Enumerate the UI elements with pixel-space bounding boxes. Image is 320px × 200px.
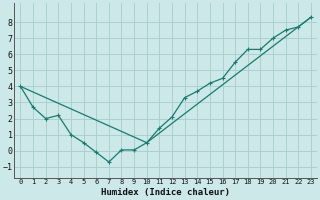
X-axis label: Humidex (Indice chaleur): Humidex (Indice chaleur) — [101, 188, 230, 197]
